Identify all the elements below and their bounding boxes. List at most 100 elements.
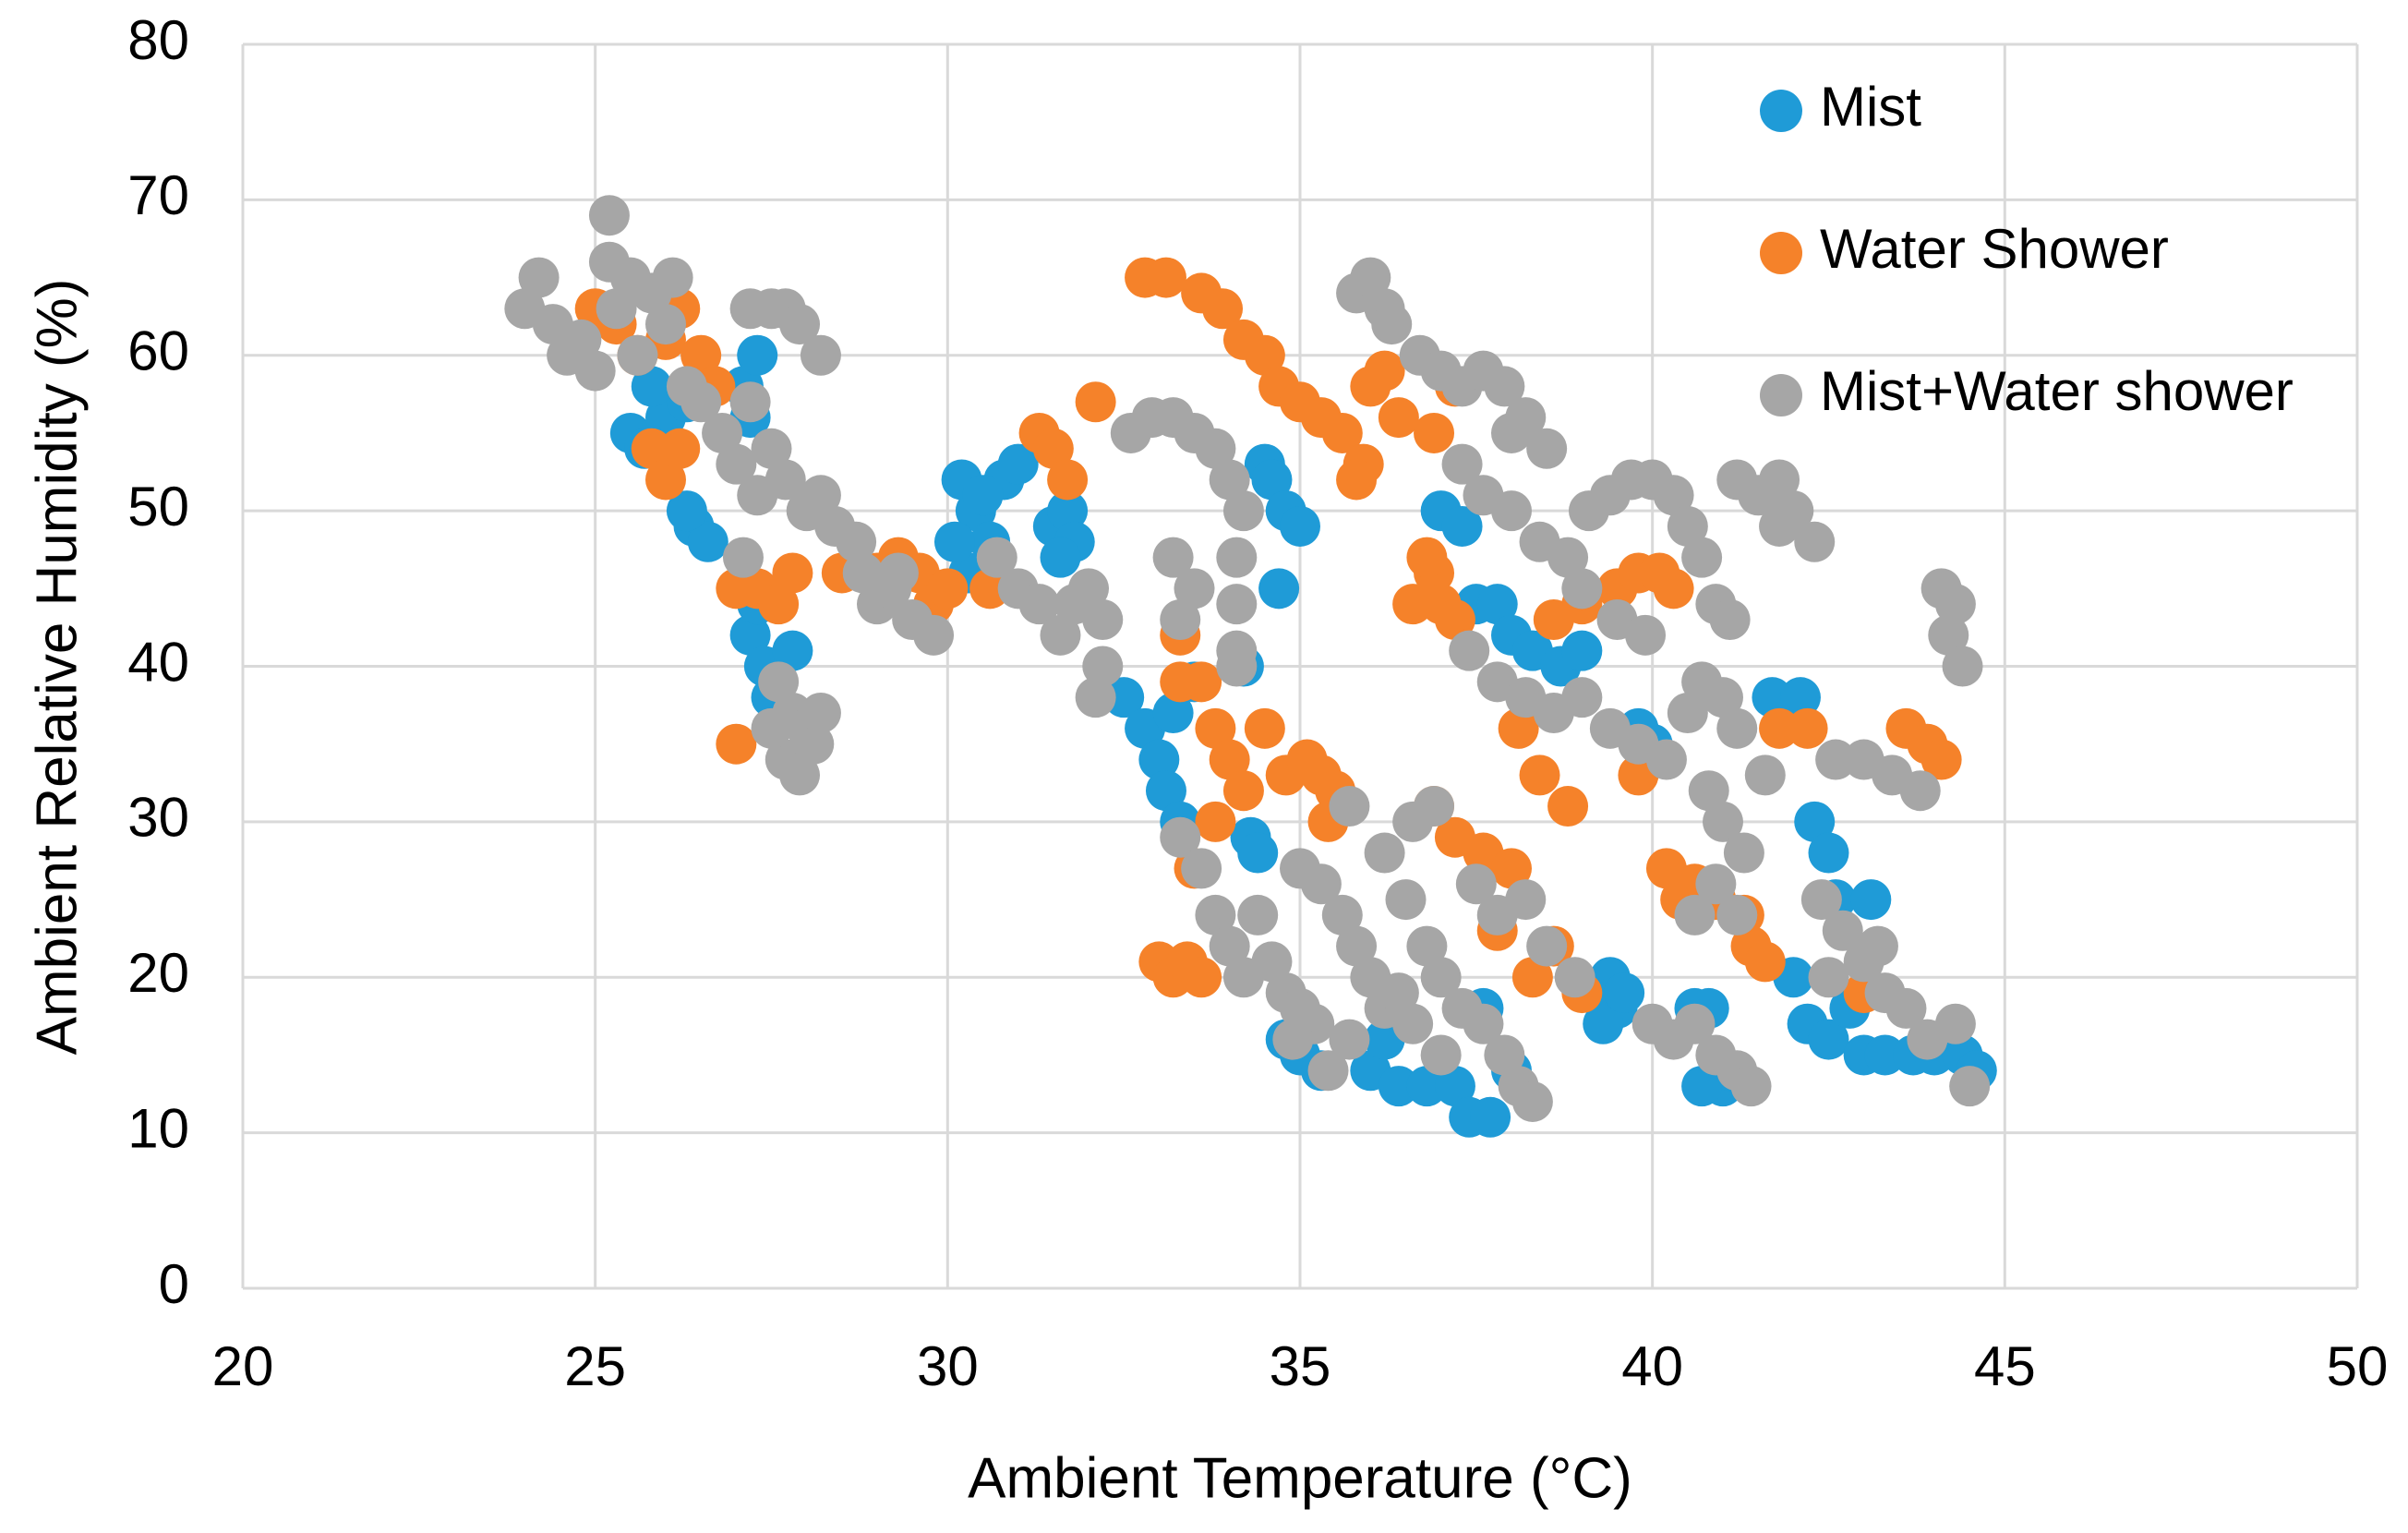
scatter-point: [997, 443, 1039, 485]
scatter-point: [1484, 1034, 1525, 1076]
scatter-point: [1350, 257, 1391, 298]
scatter-point: [716, 443, 757, 485]
scatter-point: [1103, 677, 1145, 718]
scatter-point: [962, 475, 1004, 516]
scatter-point: [1934, 1003, 1976, 1044]
scatter-point: [913, 614, 955, 656]
x-tick-label: 45: [1974, 1335, 2036, 1397]
scatter-point: [1202, 288, 1244, 330]
scatter-point: [1449, 630, 1490, 671]
scatter-point: [574, 350, 616, 392]
scatter-point: [631, 366, 672, 407]
scatter-point: [1716, 707, 1758, 749]
scatter-point: [1441, 505, 1483, 547]
scatter-point: [1920, 739, 1962, 780]
scatter-point: [1385, 879, 1427, 921]
scatter-point: [1949, 1066, 1991, 1107]
scatter-point: [1307, 1050, 1349, 1092]
scatter-point: [617, 334, 658, 376]
y-tick-label: 30: [127, 787, 189, 849]
scatter-point: [779, 754, 821, 796]
scatter-point: [800, 475, 841, 516]
scatter-point: [1934, 584, 1976, 625]
scatter-point: [1244, 334, 1285, 376]
x-axis-title: Ambient Temperature (°C): [968, 1446, 1632, 1510]
legend-label: Mist+Water shower: [1820, 360, 2294, 422]
scatter-point: [1674, 1003, 1716, 1044]
scatter-point: [1364, 350, 1405, 392]
scatter-point: [1491, 848, 1532, 889]
scatter-point: [1645, 739, 1687, 780]
scatter-point: [518, 257, 560, 298]
scatter-point: [1364, 832, 1405, 874]
scatter-point: [751, 428, 792, 469]
scatter-point: [1181, 661, 1222, 703]
scatter-point: [1222, 490, 1264, 532]
scatter-point: [1511, 957, 1553, 998]
scatter-point: [927, 568, 969, 610]
scatter-point: [1815, 739, 1857, 780]
scatter-point: [1209, 925, 1250, 967]
scatter-point: [1321, 412, 1363, 453]
scatter-point: [1434, 598, 1475, 640]
scatter-point: [1695, 863, 1737, 905]
scatter-point: [772, 552, 813, 594]
scatter-point: [1371, 304, 1413, 345]
scatter-point: [1505, 397, 1547, 439]
scatter-point: [1653, 475, 1694, 516]
labels: 0 10 20 30 40 50 60 70 80 20 25 30 35 40 45 50: [127, 9, 2388, 1397]
scatter-point: [1082, 598, 1124, 640]
scatter-point: [1800, 879, 1842, 921]
scatter-point: [631, 428, 672, 469]
scatter-point: [1730, 1066, 1772, 1107]
scatter-point: [1152, 693, 1194, 734]
scatter-point: [1414, 786, 1455, 827]
scatter-point: [1378, 1066, 1419, 1107]
scatter-point: [652, 257, 693, 298]
scatter-point: [1145, 770, 1186, 812]
y-tick-label: 50: [127, 476, 189, 537]
scatter-point: [1470, 1096, 1511, 1138]
scatter-point: [1928, 614, 1969, 656]
scatter-point: [1040, 537, 1081, 578]
scatter-point: [1392, 1003, 1434, 1044]
scatter-point: [1463, 1003, 1504, 1044]
scatter-point: [1138, 739, 1180, 780]
scatter-point: [1216, 537, 1258, 578]
scatter-point: [1300, 863, 1342, 905]
scatter-point: [1420, 957, 1462, 998]
x-tick-label: 25: [564, 1335, 626, 1397]
scatter-point: [1329, 1019, 1370, 1060]
y-tick-label: 60: [127, 320, 189, 382]
legend-label: Mist: [1820, 76, 1921, 138]
scatter-point: [1808, 1019, 1849, 1060]
scatter-point: [1406, 1066, 1448, 1107]
x-tick-label: 35: [1270, 1335, 1331, 1397]
scatter-point: [1237, 894, 1279, 935]
scatter-point: [1181, 848, 1222, 889]
scatter-point: [1498, 707, 1539, 749]
scatter-point: [1244, 707, 1285, 749]
scatter-point: [659, 428, 701, 469]
scatter-point: [1779, 677, 1821, 718]
scatter-point: [1434, 1066, 1475, 1107]
scatter-point: [1420, 1034, 1462, 1076]
scatter-point: [1667, 693, 1708, 734]
scatter-point: [1251, 459, 1293, 501]
scatter-point: [645, 304, 686, 345]
scatter-point: [793, 723, 835, 765]
scatter-point: [1216, 584, 1258, 625]
scatter-point: [1378, 972, 1419, 1014]
scatter-point: [1336, 925, 1378, 967]
x-tick-label: 50: [2327, 1335, 2389, 1397]
scatter-point: [1075, 677, 1116, 718]
scatter-point: [1864, 1034, 1906, 1076]
scatter-point: [1209, 459, 1250, 501]
scatter-point: [1258, 568, 1300, 610]
scatter-point: [1787, 707, 1828, 749]
scatter-point: [1561, 568, 1603, 610]
scatter-point: [1392, 584, 1434, 625]
scatter-point: [1561, 677, 1603, 718]
scatter-point: [779, 304, 821, 345]
